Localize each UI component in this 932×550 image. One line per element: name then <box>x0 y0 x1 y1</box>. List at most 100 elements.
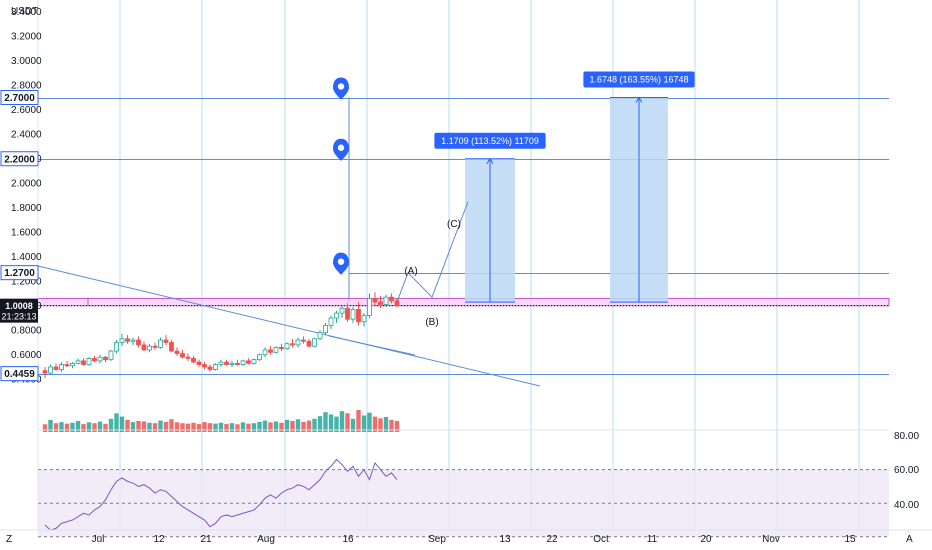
volume-bar <box>141 421 147 432</box>
price-tick-label: 3.4000 <box>11 7 42 18</box>
time-tick-label: 22 <box>546 534 558 545</box>
price-tag <box>0 265 39 281</box>
volume-bar <box>246 423 251 432</box>
price-tag <box>0 90 39 105</box>
candle-body <box>180 353 185 358</box>
rsi-tick-label: 40.00 <box>894 500 919 511</box>
price-tick-label: 2.0000 <box>11 178 42 189</box>
volume-bar <box>147 422 152 432</box>
candle-body <box>86 358 92 365</box>
alert-pin-icon <box>333 138 349 161</box>
price-tick-label: 2.8000 <box>11 80 42 91</box>
price-tick-label: 1.6000 <box>11 227 42 238</box>
volume-bar <box>323 412 328 432</box>
price-axis-bg <box>0 0 38 530</box>
volume-bar <box>312 418 317 432</box>
candle-body <box>312 338 317 347</box>
supply-zone[interactable] <box>37 297 890 307</box>
candle-body <box>64 364 70 367</box>
candle-body <box>75 360 81 364</box>
time-tick-label: Jul <box>92 534 105 545</box>
candle-body <box>229 362 235 365</box>
candle-body <box>70 362 75 367</box>
wave-label: (B) <box>425 317 438 328</box>
volume-bar <box>284 419 290 432</box>
wave-annotations[interactable]: (A) (B) (C) <box>396 201 469 328</box>
volume-bar <box>213 423 218 432</box>
candle-body <box>158 339 163 348</box>
candle-body <box>262 349 268 356</box>
candle-body <box>59 364 64 370</box>
candle-body <box>345 307 350 320</box>
candle-body <box>224 361 229 365</box>
candle-body <box>361 315 367 323</box>
rsi-line <box>44 458 398 531</box>
wave-path <box>396 201 469 303</box>
candle-body <box>114 342 119 352</box>
pin-dot <box>337 83 345 90</box>
candle-body <box>251 359 257 364</box>
time-axis[interactable]: Jul 12 21 Aug 16 Sep 13 22 Oct 11 20 Nov 15 Z A <box>0 529 932 545</box>
wave-label: (A) <box>404 266 417 277</box>
volume-bar <box>251 423 257 432</box>
volume-bar <box>367 412 372 432</box>
time-tick-label: 20 <box>700 534 712 545</box>
candle-body <box>125 338 130 342</box>
candle-body <box>163 339 169 343</box>
volume-bar <box>350 418 356 432</box>
volume-bar <box>125 419 130 432</box>
time-tick-label: 21 <box>200 534 212 545</box>
volume-bar <box>334 416 339 432</box>
candle-body <box>246 360 251 364</box>
candle-body <box>147 345 152 351</box>
price-tag <box>0 366 39 382</box>
currency-label: USDT <box>11 6 38 17</box>
volume-bar <box>53 423 59 432</box>
price-tick-label: 1.2000 <box>11 276 42 287</box>
trend-lines[interactable] <box>37 265 541 387</box>
candle-body <box>273 346 279 353</box>
volume-bar <box>174 422 180 432</box>
volume-bar <box>86 422 92 432</box>
time-tick-label: 13 <box>499 534 511 545</box>
volume-bar <box>306 420 312 432</box>
projection-boxes[interactable]: 1.1709 (113.52%) 11709 1.6748 (163.55%) 1… <box>434 71 695 303</box>
candle-body <box>119 338 125 343</box>
candle-body <box>350 309 356 320</box>
candle-body <box>339 307 345 314</box>
volume-bar <box>169 419 174 432</box>
candle-body <box>317 332 323 340</box>
candle-body <box>130 339 136 342</box>
volume-bar <box>224 424 229 432</box>
price-tag-label: 2.7000 <box>4 93 35 104</box>
candle-body <box>367 297 372 316</box>
volume-bar <box>257 421 262 432</box>
candle-body <box>301 339 306 342</box>
candle-body <box>235 362 240 365</box>
volume-bar <box>70 422 75 432</box>
volume-bar <box>345 413 350 432</box>
alert-markers[interactable] <box>333 77 349 275</box>
rsi-pane: 80.00 60.00 40.00 <box>0 429 919 538</box>
candle-body <box>328 317 334 326</box>
volume-bar <box>81 424 86 432</box>
volume-bars <box>42 410 400 432</box>
price-tick-label: 3.0000 <box>11 56 42 67</box>
candle-body <box>356 309 361 323</box>
volume-bar <box>92 423 97 432</box>
corner-label-right: A <box>906 534 913 545</box>
volume-bar <box>328 414 334 432</box>
candle-body <box>81 360 86 365</box>
time-tick-label: 11 <box>647 534 658 545</box>
corner-label-left: Z <box>6 534 12 545</box>
volume-bar <box>372 416 378 432</box>
candle-body <box>240 360 246 365</box>
volume-bar <box>48 419 53 432</box>
pin-dot <box>337 144 345 151</box>
price-tick-label: 0.6000 <box>11 350 42 361</box>
volume-bar <box>218 422 224 432</box>
volume-bar <box>301 421 306 432</box>
candle-body <box>97 356 103 362</box>
